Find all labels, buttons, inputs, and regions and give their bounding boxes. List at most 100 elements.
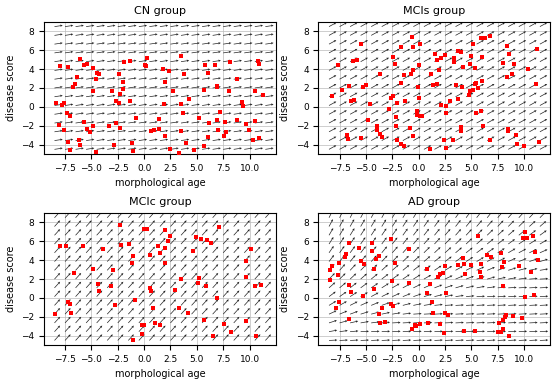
Point [423,266,432,272]
Point [358,84,367,90]
Point [115,222,124,228]
Point [139,226,148,233]
Point [471,80,480,87]
Point [435,321,444,327]
Point [254,57,262,64]
Point [166,233,175,239]
Point [342,132,351,138]
Point [376,131,385,137]
Point [523,234,532,241]
Point [83,126,92,132]
Point [518,315,527,321]
Point [154,116,163,122]
Point [61,243,70,249]
Point [178,110,187,116]
Point [409,67,418,73]
Point [349,58,358,64]
Point [430,51,439,57]
Point [509,313,518,320]
Point [440,263,449,270]
Title: CN group: CN group [134,5,186,15]
Point [92,70,101,76]
Point [116,241,125,248]
Point [147,288,156,294]
Point [499,60,508,66]
Point [464,92,473,98]
Point [499,326,508,332]
Point [465,87,474,94]
Point [328,263,337,269]
Point [115,100,123,106]
Point [153,243,162,249]
Point [163,238,172,244]
Point [416,113,425,119]
Point [355,245,364,251]
Point [470,81,479,87]
Point [88,266,97,272]
Point [363,117,372,123]
Point [250,283,259,289]
Point [512,132,520,139]
Point [365,101,374,107]
Point [105,123,113,129]
Point [520,294,529,300]
Point [456,127,465,134]
Point [368,239,376,246]
Point [118,79,127,85]
Point [440,330,449,336]
Point [337,87,346,94]
Point [434,67,443,74]
Point [408,326,417,332]
X-axis label: morphological age: morphological age [115,370,205,380]
Point [160,101,168,107]
Point [497,329,505,335]
Point [116,90,125,97]
Point [534,139,543,145]
Point [350,97,359,103]
Point [212,295,221,301]
Point [150,127,158,133]
Point [141,62,150,69]
Point [454,261,463,268]
Point [529,233,538,239]
Point [168,88,177,94]
Point [389,54,398,60]
X-axis label: morphological age: morphological age [115,178,205,188]
Point [441,310,450,316]
Point [131,297,140,303]
Point [440,137,449,143]
Point [473,85,482,91]
Point [478,123,487,129]
Point [177,128,186,134]
Point [206,239,215,246]
Point [499,317,508,323]
Point [137,322,146,328]
Point [374,253,383,259]
Point [161,245,170,251]
Point [524,66,533,72]
Point [500,315,509,321]
Point [475,269,484,275]
Point [451,82,460,88]
Point [328,93,337,99]
Point [56,63,64,69]
Point [62,110,71,116]
Point [213,82,222,89]
Point [165,146,174,152]
Point [416,321,425,327]
Point [476,108,485,114]
Point [371,256,380,262]
Point [194,275,203,281]
Point [454,48,463,54]
Point [414,62,423,69]
Point [213,84,222,90]
X-axis label: morphological age: morphological age [389,370,480,380]
Point [246,246,255,252]
Y-axis label: disease score: disease score [280,246,290,312]
Point [160,79,169,85]
Point [386,95,395,101]
Point [80,62,88,68]
Point [352,57,361,63]
Point [357,41,366,47]
Point [66,147,75,153]
